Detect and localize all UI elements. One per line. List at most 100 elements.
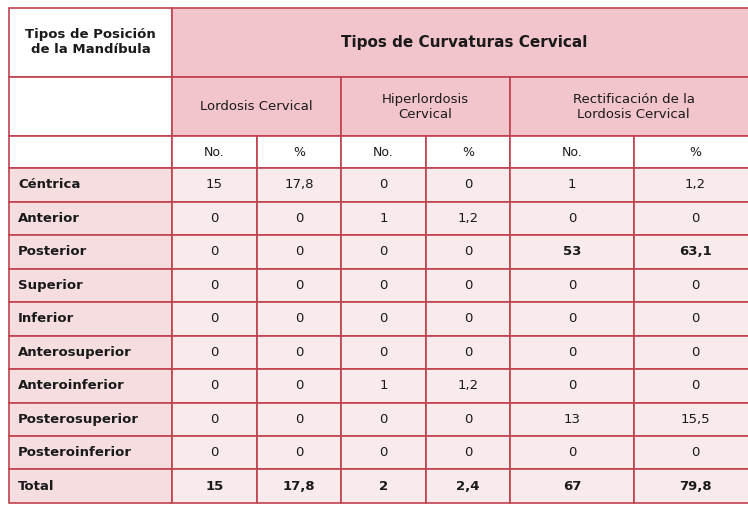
Bar (634, 469, 748, 503)
Text: Posterior: Posterior (18, 245, 88, 259)
Bar (341, 269, 426, 302)
Text: No.: No. (373, 146, 393, 159)
Bar (9, 302, 172, 336)
Bar (172, 8, 748, 77)
Text: 0: 0 (464, 346, 472, 359)
Text: 1: 1 (379, 379, 387, 392)
Bar (257, 302, 341, 336)
Bar (510, 269, 634, 302)
Text: No.: No. (204, 146, 224, 159)
Text: 0: 0 (295, 279, 303, 292)
Text: Rectificación de la
Lordosis Cervical: Rectificación de la Lordosis Cervical (572, 93, 695, 121)
Text: 0: 0 (568, 212, 576, 225)
Bar (9, 402, 172, 436)
Bar (510, 202, 634, 235)
Text: 17,8: 17,8 (283, 480, 315, 493)
Bar (172, 202, 257, 235)
Bar (341, 77, 510, 136)
Text: 0: 0 (464, 312, 472, 325)
Text: Lordosis Cervical: Lordosis Cervical (200, 100, 313, 113)
Bar (634, 369, 748, 402)
Text: 0: 0 (295, 346, 303, 359)
Text: 0: 0 (295, 212, 303, 225)
Bar (172, 336, 257, 369)
Text: 0: 0 (691, 279, 699, 292)
Bar (341, 336, 426, 369)
Bar (510, 436, 634, 469)
Text: 1,2: 1,2 (457, 212, 479, 225)
Text: 13: 13 (563, 413, 580, 426)
Bar (257, 436, 341, 469)
Bar (172, 436, 257, 469)
Bar (634, 168, 748, 202)
Bar (634, 436, 748, 469)
Text: 0: 0 (379, 446, 387, 459)
Bar (341, 302, 426, 336)
Text: 0: 0 (568, 379, 576, 392)
Text: 0: 0 (691, 446, 699, 459)
Text: 1,2: 1,2 (457, 379, 479, 392)
Bar (426, 168, 510, 202)
Text: 0: 0 (691, 212, 699, 225)
Text: 1: 1 (379, 212, 387, 225)
Bar (341, 402, 426, 436)
Bar (172, 136, 257, 168)
Bar (9, 202, 172, 235)
Text: 0: 0 (464, 413, 472, 426)
Bar (9, 168, 172, 202)
Bar (172, 402, 257, 436)
Bar (257, 369, 341, 402)
Bar (426, 202, 510, 235)
Bar (257, 269, 341, 302)
Text: 0: 0 (691, 346, 699, 359)
Text: Posteroinferior: Posteroinferior (18, 446, 132, 459)
Text: 0: 0 (464, 178, 472, 192)
Text: Posterosuperior: Posterosuperior (18, 413, 139, 426)
Bar (426, 369, 510, 402)
Bar (634, 302, 748, 336)
Text: %: % (462, 146, 474, 159)
Text: 0: 0 (464, 279, 472, 292)
Bar (510, 402, 634, 436)
Text: 0: 0 (568, 346, 576, 359)
Text: 1,2: 1,2 (684, 178, 706, 192)
Bar (9, 269, 172, 302)
Text: 0: 0 (379, 413, 387, 426)
Text: 0: 0 (210, 413, 218, 426)
Bar (172, 235, 257, 269)
Bar (510, 369, 634, 402)
Text: 0: 0 (379, 346, 387, 359)
Bar (341, 136, 426, 168)
Text: 0: 0 (379, 279, 387, 292)
Bar (9, 77, 172, 136)
Bar (634, 402, 748, 436)
Bar (257, 469, 341, 503)
Text: No.: No. (562, 146, 582, 159)
Bar (510, 302, 634, 336)
Text: 0: 0 (464, 446, 472, 459)
Text: 2,4: 2,4 (456, 480, 479, 493)
Bar (426, 402, 510, 436)
Bar (426, 269, 510, 302)
Text: 0: 0 (568, 279, 576, 292)
Text: 0: 0 (210, 346, 218, 359)
Bar (172, 469, 257, 503)
Bar (510, 336, 634, 369)
Bar (9, 369, 172, 402)
Bar (634, 202, 748, 235)
Text: Anteroinferior: Anteroinferior (18, 379, 125, 392)
Bar (341, 469, 426, 503)
Bar (341, 168, 426, 202)
Bar (426, 436, 510, 469)
Bar (634, 235, 748, 269)
Text: Tipos de Posición
de la Mandíbula: Tipos de Posición de la Mandíbula (25, 28, 156, 56)
Bar (9, 469, 172, 503)
Text: 17,8: 17,8 (284, 178, 313, 192)
Bar (172, 77, 341, 136)
Text: 0: 0 (210, 312, 218, 325)
Bar (257, 202, 341, 235)
Bar (257, 235, 341, 269)
Bar (172, 269, 257, 302)
Text: 0: 0 (210, 279, 218, 292)
Bar (341, 202, 426, 235)
